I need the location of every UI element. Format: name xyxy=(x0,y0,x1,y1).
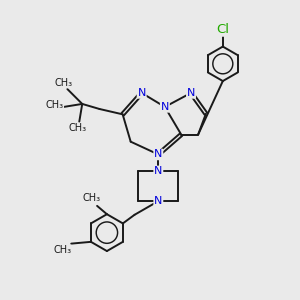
Text: N: N xyxy=(187,88,195,98)
Text: CH₃: CH₃ xyxy=(69,123,87,133)
Text: CH₃: CH₃ xyxy=(45,100,63,110)
Text: Cl: Cl xyxy=(216,23,229,36)
Text: N: N xyxy=(154,196,163,206)
Text: CH₃: CH₃ xyxy=(53,245,71,256)
Text: N: N xyxy=(137,88,146,98)
Text: CH₃: CH₃ xyxy=(83,193,101,203)
Text: N: N xyxy=(154,149,163,160)
Text: N: N xyxy=(154,167,163,176)
Text: N: N xyxy=(161,102,169,112)
Text: CH₃: CH₃ xyxy=(55,77,73,88)
